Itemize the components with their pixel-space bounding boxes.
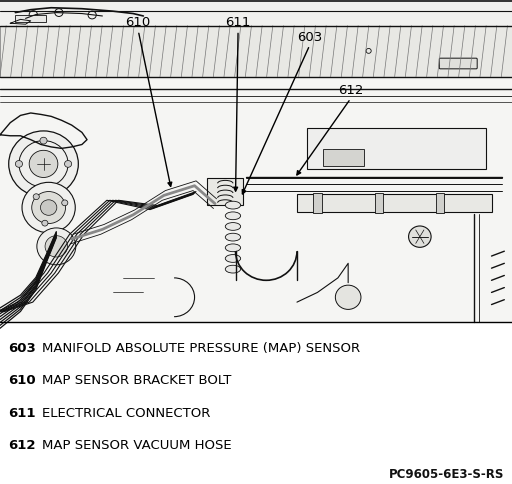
Text: 612: 612 xyxy=(8,439,35,452)
Circle shape xyxy=(32,192,66,224)
Text: 611: 611 xyxy=(225,16,251,29)
Bar xyxy=(0,0,512,77)
Bar xyxy=(375,194,383,214)
Circle shape xyxy=(335,286,361,310)
Bar xyxy=(323,150,364,167)
Text: MAP SENSOR VACUUM HOSE: MAP SENSOR VACUUM HOSE xyxy=(42,439,232,452)
Circle shape xyxy=(9,132,78,197)
Circle shape xyxy=(42,221,48,227)
Circle shape xyxy=(40,200,57,216)
Text: ELECTRICAL CONNECTOR: ELECTRICAL CONNECTOR xyxy=(42,406,211,419)
Circle shape xyxy=(37,228,76,265)
Circle shape xyxy=(29,151,58,178)
Text: 603: 603 xyxy=(297,30,323,44)
Text: 611: 611 xyxy=(8,406,35,419)
Ellipse shape xyxy=(225,223,241,231)
Bar xyxy=(307,128,486,169)
Ellipse shape xyxy=(225,244,241,252)
Circle shape xyxy=(45,236,68,257)
Circle shape xyxy=(15,161,23,168)
Bar xyxy=(297,195,492,213)
FancyBboxPatch shape xyxy=(439,59,477,70)
Circle shape xyxy=(40,138,47,145)
Text: 612: 612 xyxy=(338,84,364,97)
Ellipse shape xyxy=(225,212,241,220)
Circle shape xyxy=(409,227,431,248)
Bar xyxy=(207,179,243,206)
Bar xyxy=(0,27,512,77)
Bar xyxy=(0,77,512,322)
Ellipse shape xyxy=(225,266,241,273)
Bar xyxy=(15,15,46,23)
Circle shape xyxy=(62,200,68,206)
Ellipse shape xyxy=(225,234,241,242)
Text: PC9605-6E3-S-RS: PC9605-6E3-S-RS xyxy=(389,467,504,480)
Bar xyxy=(313,194,322,214)
Text: 603: 603 xyxy=(8,341,35,354)
Text: MANIFOLD ABSOLUTE PRESSURE (MAP) SENSOR: MANIFOLD ABSOLUTE PRESSURE (MAP) SENSOR xyxy=(42,341,360,354)
Text: MAP SENSOR BRACKET BOLT: MAP SENSOR BRACKET BOLT xyxy=(42,374,232,387)
Circle shape xyxy=(65,161,72,168)
Ellipse shape xyxy=(225,255,241,263)
Text: 610: 610 xyxy=(8,374,35,387)
Circle shape xyxy=(22,183,75,233)
Ellipse shape xyxy=(225,202,241,210)
Bar xyxy=(436,194,444,214)
Circle shape xyxy=(40,184,47,191)
Bar xyxy=(0,0,512,322)
Text: 610: 610 xyxy=(125,16,151,29)
Circle shape xyxy=(33,195,39,200)
